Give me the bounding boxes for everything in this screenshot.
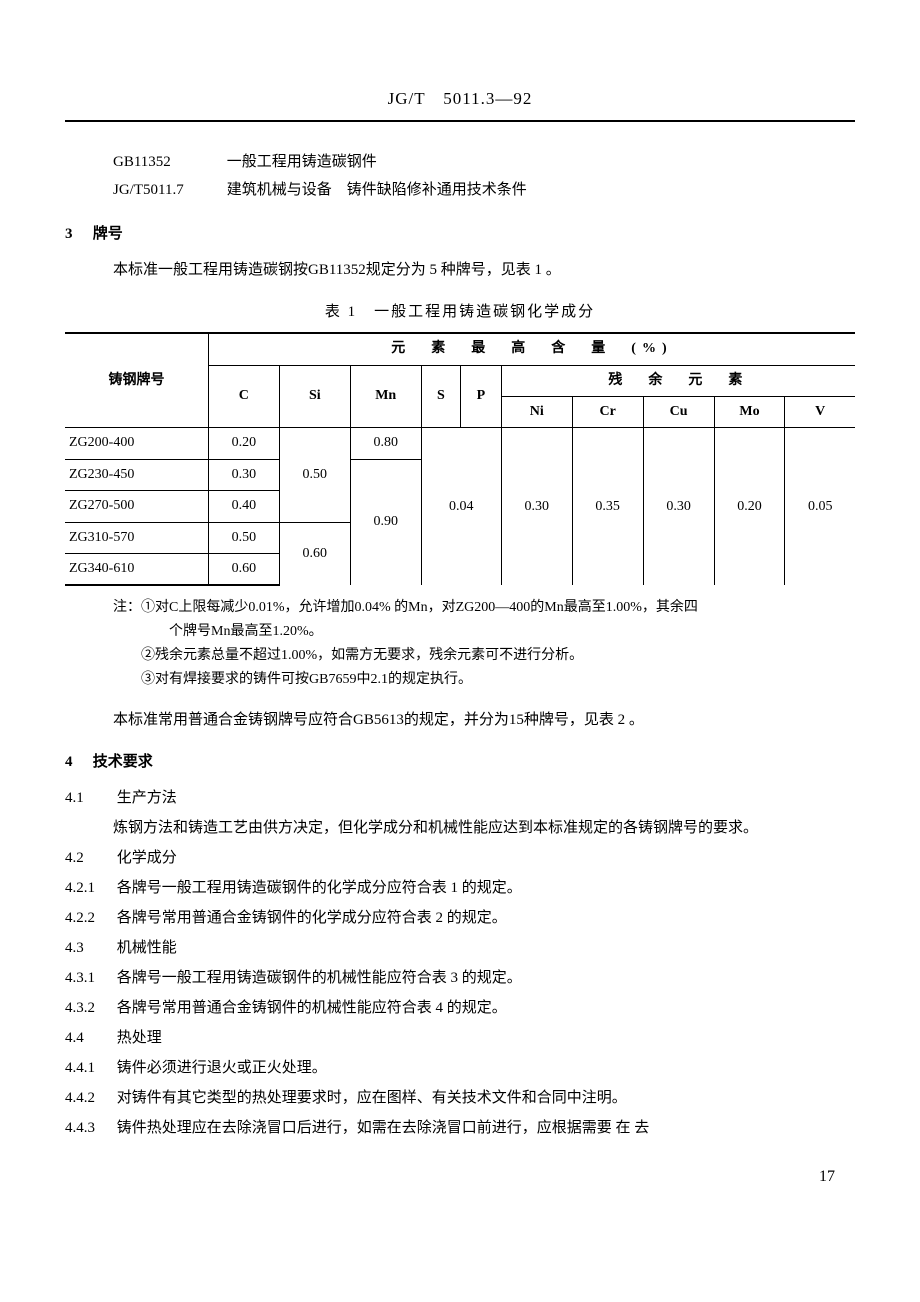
clause-text: 铸件必须进行退火或正火处理。 <box>117 1060 327 1076</box>
cell-mn: 0.90 <box>350 459 421 585</box>
page-number: 17 <box>65 1164 855 1190</box>
note-text: ②残余元素总量不超过1.00%，如需方无要求，残余元素可不进行分析。 <box>141 648 583 663</box>
note-text: ①对C上限每减少0.01%，允许增加0.04% 的Mn，对ZG200—400的M… <box>141 600 698 615</box>
cell-c: 0.60 <box>208 553 279 585</box>
clause-title: 机械性能 <box>117 940 177 956</box>
table-1-notes: 注：①对C上限每减少0.01%，允许增加0.04% 的Mn，对ZG200—400… <box>65 596 855 691</box>
clause-number: 4.1 <box>65 786 113 810</box>
note-2: ②残余元素总量不超过1.00%，如需方无要求，残余元素可不进行分析。 <box>113 644 855 668</box>
note-1-cont: 个牌号Mn最高至1.20%。 <box>113 620 855 644</box>
clause-4-2: 4.2 化学成分 <box>65 846 855 870</box>
cell-ni: 0.30 <box>501 428 572 585</box>
cell-cr: 0.35 <box>572 428 643 585</box>
col-s: S <box>421 365 460 428</box>
clause-number: 4.2.1 <box>65 876 113 900</box>
col-si: Si <box>279 365 350 428</box>
col-residual: 残 余 元 素 <box>501 365 855 396</box>
clause-number: 4.4 <box>65 1026 113 1050</box>
col-c: C <box>208 365 279 428</box>
clause-number: 4.3.1 <box>65 966 113 990</box>
cell-sp: 0.04 <box>421 428 501 585</box>
cell-cu: 0.30 <box>643 428 714 585</box>
clause-4-1-body: 炼钢方法和铸造工艺由供方决定，但化学成分和机械性能应达到本标准规定的各铸钢牌号的… <box>65 816 855 840</box>
cell-mn: 0.80 <box>350 428 421 459</box>
table-1-caption: 表 1 一般工程用铸造碳钢化学成分 <box>65 300 855 324</box>
clause-4-3-2: 4.3.2 各牌号常用普通合金铸钢件的机械性能应符合表 4 的规定。 <box>65 996 855 1020</box>
clause-title: 生产方法 <box>117 790 177 806</box>
clause-4-2-1: 4.2.1 各牌号一般工程用铸造碳钢件的化学成分应符合表 1 的规定。 <box>65 876 855 900</box>
clause-text: 各牌号常用普通合金铸钢件的化学成分应符合表 2 的规定。 <box>117 910 507 926</box>
ref-code: JG/T5011.7 <box>113 178 223 202</box>
cell-si: 0.50 <box>279 428 350 522</box>
clause-4-4-3: 4.4.3 铸件热处理应在去除浇冒口后进行，如需在去除浇冒口前进行，应根据需要 … <box>65 1116 855 1140</box>
clause-4-3: 4.3 机械性能 <box>65 936 855 960</box>
table-row: ZG200-400 0.20 0.50 0.80 0.04 0.30 0.35 … <box>65 428 855 459</box>
col-cr: Cr <box>572 396 643 427</box>
clause-number: 4.4.2 <box>65 1086 113 1110</box>
clause-4-4-2: 4.4.2 对铸件有其它类型的热处理要求时，应在图样、有关技术文件和合同中注明。 <box>65 1086 855 1110</box>
table-head-row: 铸钢牌号 元 素 最 高 含 量 (%) <box>65 333 855 365</box>
note-3: ③对有焊接要求的铸件可按GB7659中2.1的规定执行。 <box>113 668 855 692</box>
clause-text: 铸件热处理应在去除浇冒口后进行，如需在去除浇冒口前进行，应根据需要 在 去 <box>117 1120 650 1136</box>
col-mo: Mo <box>714 396 785 427</box>
section-title: 牌号 <box>93 226 123 242</box>
reference-line: JG/T5011.7 建筑机械与设备 铸件缺陷修补通用技术条件 <box>113 178 855 202</box>
clause-number: 4.2.2 <box>65 906 113 930</box>
col-p: P <box>461 365 502 428</box>
cell-c: 0.20 <box>208 428 279 459</box>
clause-title: 化学成分 <box>117 850 177 866</box>
cell-grade: ZG310-570 <box>65 522 208 553</box>
section-3-heading: 3 牌号 <box>65 222 855 246</box>
note-lead: 注： <box>113 600 141 615</box>
clause-title: 热处理 <box>117 1030 162 1046</box>
references: GB11352 一般工程用铸造碳钢件 JG/T5011.7 建筑机械与设备 铸件… <box>65 150 855 202</box>
clause-number: 4.2 <box>65 846 113 870</box>
cell-c: 0.30 <box>208 459 279 490</box>
doc-header: JG/T 5011.3—92 <box>65 85 855 122</box>
clause-text: 对铸件有其它类型的热处理要求时，应在图样、有关技术文件和合同中注明。 <box>117 1090 627 1106</box>
clause-number: 4.3 <box>65 936 113 960</box>
table-1: 铸钢牌号 元 素 最 高 含 量 (%) C Si Mn S P 残 余 元 素… <box>65 332 855 586</box>
clause-number: 4.3.2 <box>65 996 113 1020</box>
cell-v: 0.05 <box>785 428 855 585</box>
clause-text: 各牌号一般工程用铸造碳钢件的机械性能应符合表 3 的规定。 <box>117 970 522 986</box>
col-grade: 铸钢牌号 <box>65 333 208 428</box>
para-after-table: 本标准常用普通合金铸钢牌号应符合GB5613的规定，并分为15种牌号，见表 2 … <box>65 708 855 732</box>
col-ni: Ni <box>501 396 572 427</box>
cell-grade: ZG340-610 <box>65 553 208 585</box>
cell-si: 0.60 <box>279 522 350 585</box>
clause-4-2-2: 4.2.2 各牌号常用普通合金铸钢件的化学成分应符合表 2 的规定。 <box>65 906 855 930</box>
ref-title: 建筑机械与设备 铸件缺陷修补通用技术条件 <box>227 182 527 198</box>
cell-grade: ZG200-400 <box>65 428 208 459</box>
section-number: 3 <box>65 222 89 246</box>
clause-4-4-1: 4.4.1 铸件必须进行退火或正火处理。 <box>65 1056 855 1080</box>
note-1: 注：①对C上限每减少0.01%，允许增加0.04% 的Mn，对ZG200—400… <box>113 596 855 620</box>
reference-line: GB11352 一般工程用铸造碳钢件 <box>113 150 855 174</box>
section-3-para: 本标准一般工程用铸造碳钢按GB11352规定分为 5 种牌号，见表 1 。 <box>65 258 855 282</box>
clause-4-1: 4.1 生产方法 <box>65 786 855 810</box>
col-cu: Cu <box>643 396 714 427</box>
cell-c: 0.40 <box>208 491 279 522</box>
clause-number: 4.4.3 <box>65 1116 113 1140</box>
col-v: V <box>785 396 855 427</box>
cell-grade: ZG230-450 <box>65 459 208 490</box>
col-group: 元 素 最 高 含 量 (%) <box>208 333 855 365</box>
clause-number: 4.4.1 <box>65 1056 113 1080</box>
col-mn: Mn <box>350 365 421 428</box>
section-number: 4 <box>65 750 89 774</box>
clause-4-3-1: 4.3.1 各牌号一般工程用铸造碳钢件的机械性能应符合表 3 的规定。 <box>65 966 855 990</box>
clause-4-4: 4.4 热处理 <box>65 1026 855 1050</box>
cell-grade: ZG270-500 <box>65 491 208 522</box>
standard-code: JG/T 5011.3—92 <box>388 89 533 108</box>
clause-text: 各牌号常用普通合金铸钢件的机械性能应符合表 4 的规定。 <box>117 1000 507 1016</box>
note-text: ③对有焊接要求的铸件可按GB7659中2.1的规定执行。 <box>141 672 472 687</box>
cell-mo: 0.20 <box>714 428 785 585</box>
section-title: 技术要求 <box>93 754 153 770</box>
clause-text: 各牌号一般工程用铸造碳钢件的化学成分应符合表 1 的规定。 <box>117 880 522 896</box>
section-4-heading: 4 技术要求 <box>65 750 855 774</box>
ref-title: 一般工程用铸造碳钢件 <box>227 154 377 170</box>
cell-c: 0.50 <box>208 522 279 553</box>
ref-code: GB11352 <box>113 150 223 174</box>
